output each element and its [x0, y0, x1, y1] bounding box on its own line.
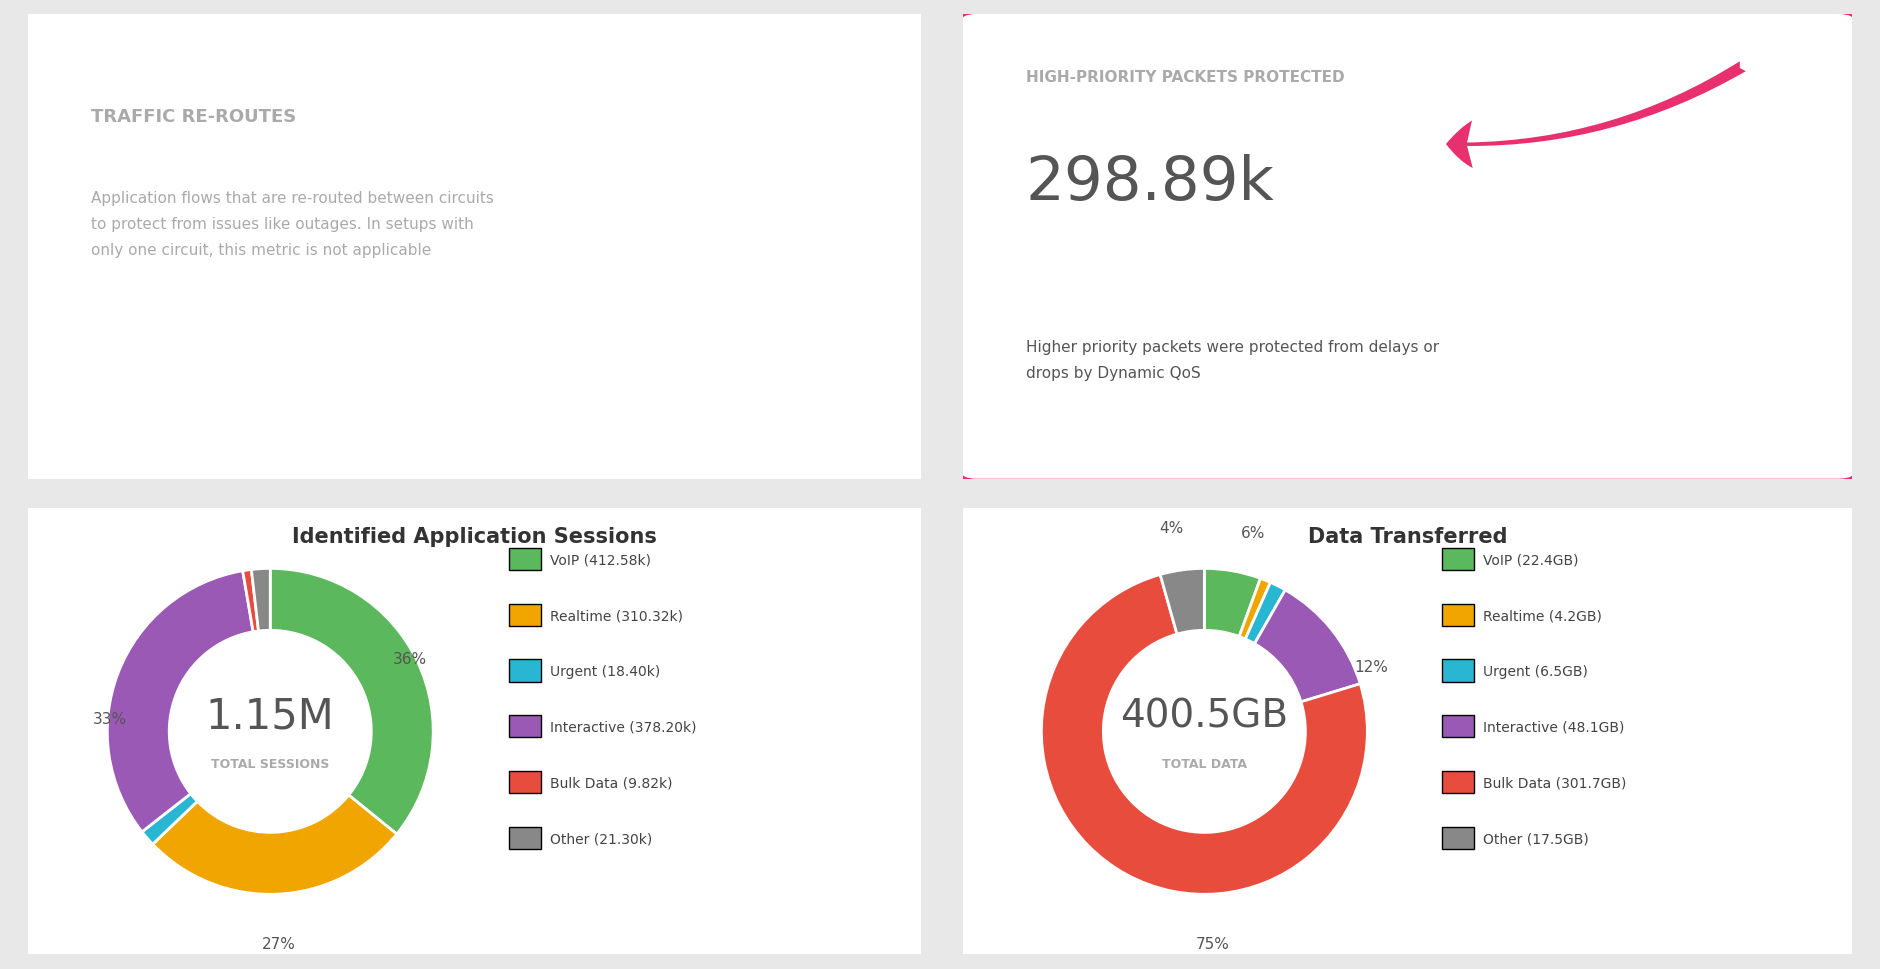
- Text: Application flows that are re-routed between circuits
to protect from issues lik: Application flows that are re-routed bet…: [90, 191, 494, 258]
- Text: Bulk Data (301.7GB): Bulk Data (301.7GB): [1483, 776, 1626, 790]
- Text: 36%: 36%: [393, 651, 427, 666]
- Wedge shape: [1245, 582, 1286, 644]
- Wedge shape: [107, 571, 254, 832]
- FancyBboxPatch shape: [959, 507, 1856, 956]
- Wedge shape: [1254, 590, 1361, 703]
- Text: Other (21.30k): Other (21.30k): [551, 831, 652, 846]
- FancyBboxPatch shape: [24, 507, 925, 956]
- Text: Data Transferred: Data Transferred: [1308, 526, 1508, 547]
- Wedge shape: [152, 796, 397, 894]
- Text: 12%: 12%: [1354, 659, 1387, 674]
- Wedge shape: [252, 569, 271, 632]
- Text: Urgent (18.40k): Urgent (18.40k): [551, 665, 660, 678]
- Wedge shape: [243, 570, 259, 632]
- Text: TOTAL SESSIONS: TOTAL SESSIONS: [211, 758, 329, 770]
- Text: Higher priority packets were protected from delays or
drops by Dynamic QoS: Higher priority packets were protected f…: [1026, 340, 1438, 381]
- Text: 33%: 33%: [92, 711, 126, 726]
- FancyBboxPatch shape: [24, 13, 925, 482]
- Text: 1.15M: 1.15M: [207, 695, 335, 736]
- Wedge shape: [1042, 575, 1367, 894]
- Text: TOTAL DATA: TOTAL DATA: [1162, 758, 1246, 770]
- FancyBboxPatch shape: [959, 13, 1856, 482]
- Wedge shape: [1239, 578, 1271, 640]
- Text: Bulk Data (9.82k): Bulk Data (9.82k): [551, 776, 673, 790]
- Text: 6%: 6%: [1241, 525, 1265, 541]
- Text: Realtime (310.32k): Realtime (310.32k): [551, 609, 682, 623]
- Text: 75%: 75%: [1196, 936, 1230, 951]
- Text: 298.89k: 298.89k: [1026, 154, 1275, 213]
- Wedge shape: [1160, 569, 1205, 635]
- Wedge shape: [271, 569, 432, 834]
- Text: Identified Application Sessions: Identified Application Sessions: [291, 526, 658, 547]
- Text: VoIP (412.58k): VoIP (412.58k): [551, 553, 650, 567]
- Text: Interactive (378.20k): Interactive (378.20k): [551, 720, 697, 735]
- Wedge shape: [143, 794, 197, 844]
- Text: 27%: 27%: [261, 936, 295, 951]
- Text: 400.5GB: 400.5GB: [1120, 697, 1288, 735]
- Text: TRAFFIC RE-ROUTES: TRAFFIC RE-ROUTES: [90, 108, 295, 126]
- Text: Interactive (48.1GB): Interactive (48.1GB): [1483, 720, 1624, 735]
- Wedge shape: [1205, 569, 1260, 637]
- Text: 4%: 4%: [1160, 520, 1184, 536]
- Text: Other (17.5GB): Other (17.5GB): [1483, 831, 1589, 846]
- Text: Urgent (6.5GB): Urgent (6.5GB): [1483, 665, 1589, 678]
- Text: Realtime (4.2GB): Realtime (4.2GB): [1483, 609, 1602, 623]
- Text: HIGH-PRIORITY PACKETS PROTECTED: HIGH-PRIORITY PACKETS PROTECTED: [1026, 71, 1344, 85]
- Text: VoIP (22.4GB): VoIP (22.4GB): [1483, 553, 1579, 567]
